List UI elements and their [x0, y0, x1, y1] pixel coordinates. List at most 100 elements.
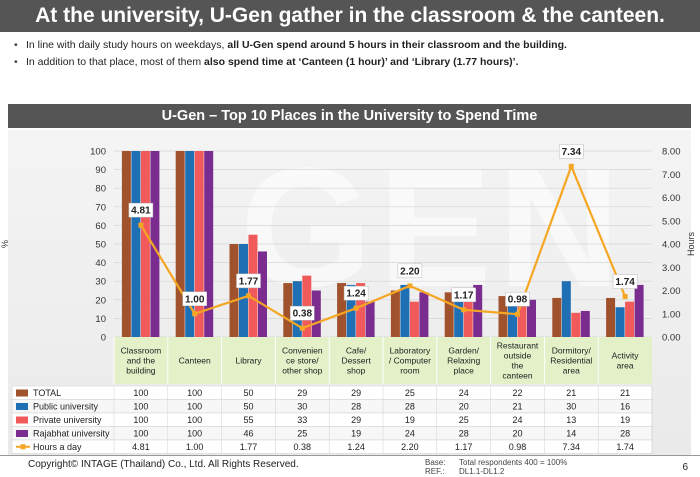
table-cell: 30	[566, 402, 576, 412]
bar	[615, 307, 625, 337]
hours-data-label: 1.00	[185, 294, 205, 305]
header-bar: At the university, U-Gen gather in the c…	[0, 0, 700, 32]
table-cell: 100	[187, 388, 202, 398]
ref-label: REF.:	[425, 467, 445, 476]
hours-label-box	[559, 144, 584, 159]
y-axis-label: %	[0, 240, 10, 248]
table-cell: 25	[459, 415, 469, 425]
category-label: Library	[236, 356, 263, 366]
hours-line	[139, 163, 627, 330]
table-cell: 4.81	[132, 442, 150, 452]
table-cell: 0.98	[509, 442, 527, 452]
y2-tick-label: 0.00	[662, 333, 681, 344]
chart-title-banner: U-Gen – Top 10 Places in the University …	[8, 104, 691, 128]
table-cell: 100	[133, 388, 148, 398]
table-cell: 1.00	[186, 442, 204, 452]
bar	[517, 292, 527, 337]
hours-data-label: 1.17	[454, 290, 474, 301]
bar	[356, 283, 366, 337]
y2-tick-label: 8.00	[662, 147, 681, 158]
bar	[365, 301, 375, 337]
hours-data-label: 0.98	[508, 295, 528, 306]
bullet-2-bold: also spend time at ‘Canteen (1 hour)’ an…	[204, 56, 519, 68]
table-cell: 100	[133, 429, 148, 439]
hours-label-box	[290, 305, 315, 321]
table-cell: 30	[297, 402, 307, 412]
table-cell: 25	[297, 429, 307, 439]
combo-chart: 0 10 20 30 40 50 60 70 80 90 100 0.00 1.00 2.00 3.00 4.…	[0, 144, 696, 454]
table-cell: 21	[620, 388, 630, 398]
y-tick-label: 0	[101, 333, 106, 344]
table-cell: 1.77	[240, 442, 258, 452]
bar	[606, 297, 616, 337]
bar	[194, 151, 204, 337]
y-tick-label: 100	[90, 147, 106, 158]
category-label: Restaurant outside the canteen	[497, 341, 539, 381]
base-note: Base: Total respondents 400 = 100% REF.: D…	[425, 458, 567, 476]
bar	[527, 299, 536, 337]
table-cell: 0.38	[294, 442, 312, 452]
y-tick-label: 80	[95, 184, 106, 195]
bar	[311, 290, 321, 337]
bullet-dot-icon: •	[14, 56, 18, 68]
hours-point	[407, 283, 413, 289]
table-cell: 29	[297, 388, 307, 398]
bar	[131, 151, 141, 337]
bar	[175, 151, 185, 337]
bar	[121, 151, 131, 337]
bar	[508, 297, 517, 337]
bar	[185, 151, 195, 337]
copyright-text: Copyright© INTAGE (Thailand) Co., Ltd. A…	[28, 459, 299, 470]
bar	[571, 312, 581, 337]
legend-point-key	[20, 444, 26, 450]
table-row	[11, 412, 653, 427]
bar	[400, 284, 410, 337]
category-label: Dormitory/Residential area	[550, 346, 592, 376]
hours-point	[192, 311, 198, 317]
legend-series-name: Public university	[33, 402, 99, 412]
hours-point	[353, 305, 359, 311]
table-cell: 24	[405, 429, 415, 439]
bar	[258, 251, 267, 337]
category-label: Classroom and the building	[121, 346, 162, 376]
table-cell: 50	[243, 388, 253, 398]
base-label: Base:	[425, 458, 446, 467]
table-cell: 1.17	[455, 442, 473, 452]
table-cell: 22	[512, 388, 522, 398]
legend-swatch	[16, 430, 28, 437]
bar	[283, 283, 293, 337]
bar	[498, 296, 508, 337]
bullet-dot-icon: •	[14, 39, 18, 51]
table-cell: 24	[512, 415, 522, 425]
table-cell: 19	[351, 429, 361, 439]
category-label: Laboratory / Computer room	[389, 346, 431, 376]
bar	[390, 290, 400, 337]
page-title: At the university, U-Gen gather in the c…	[35, 4, 665, 27]
y2-tick-label: 7.00	[662, 170, 681, 181]
table-cell: 29	[351, 388, 361, 398]
hours-data-label: 4.81	[131, 206, 151, 217]
table-cell: 28	[405, 402, 415, 412]
table-cell: 100	[187, 402, 202, 412]
bar	[580, 310, 590, 337]
bar	[204, 151, 214, 337]
legend-swatch	[16, 403, 28, 410]
table-row	[11, 385, 653, 400]
legend-series-name: Rajabhat university	[33, 429, 110, 439]
y2-tick-label: 1.00	[662, 309, 681, 320]
table-cell: 25	[405, 388, 415, 398]
table-cell: 46	[243, 429, 253, 439]
y-tick-label: 30	[95, 277, 106, 288]
table-cell: 20	[512, 429, 522, 439]
bar	[337, 283, 347, 337]
hours-point	[246, 293, 251, 299]
hours-data-label: 1.77	[239, 276, 259, 287]
hours-data-label: 0.38	[293, 309, 313, 320]
hours-point	[299, 325, 305, 331]
hours-label-box	[451, 287, 476, 303]
hours-data-label: 1.24	[346, 289, 366, 300]
y-tick-label: 40	[95, 258, 106, 269]
bar	[561, 281, 571, 337]
bar	[463, 290, 473, 337]
hours-data-label: 2.20	[400, 266, 420, 277]
